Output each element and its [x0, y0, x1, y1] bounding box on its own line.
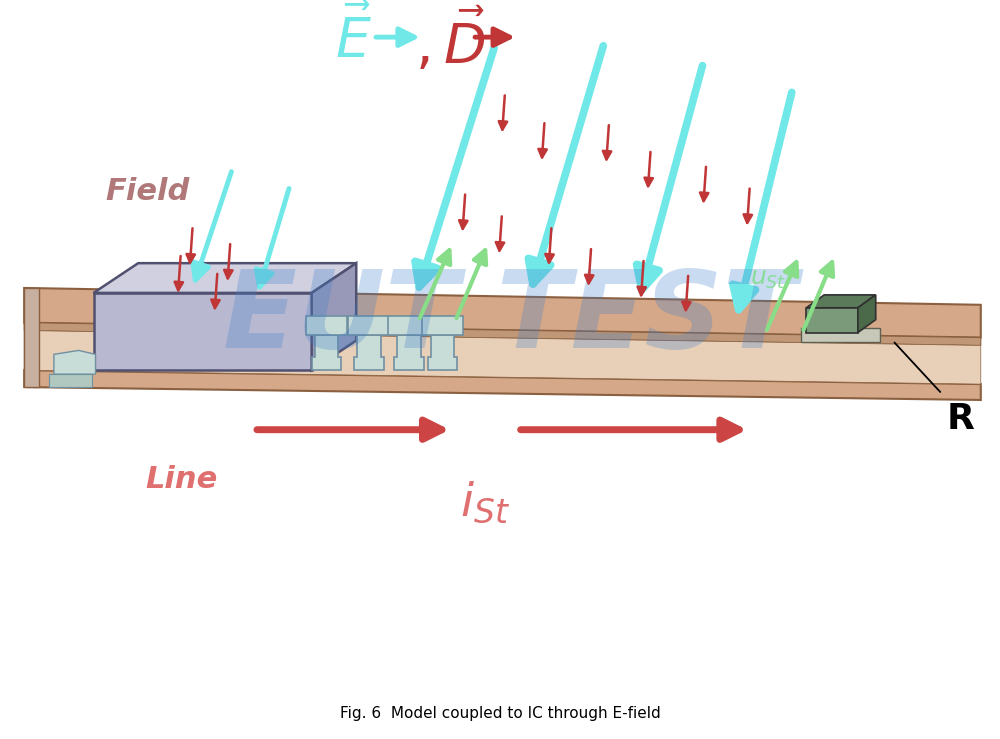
Text: $,\vec{D}$: $,\vec{D}$	[415, 8, 486, 76]
Polygon shape	[54, 350, 96, 374]
Polygon shape	[422, 316, 463, 335]
Polygon shape	[94, 263, 356, 293]
Text: $i_{St}$: $i_{St}$	[460, 480, 510, 526]
Polygon shape	[428, 335, 457, 370]
Polygon shape	[806, 307, 858, 333]
Text: Fig. 6  Model coupled to IC through E-field: Fig. 6 Model coupled to IC through E-fie…	[340, 706, 660, 721]
Polygon shape	[858, 295, 876, 333]
Polygon shape	[312, 335, 341, 370]
Polygon shape	[24, 288, 39, 387]
Polygon shape	[806, 295, 876, 307]
Text: EUT TEST: EUT TEST	[223, 265, 797, 371]
Polygon shape	[348, 316, 390, 335]
Polygon shape	[306, 316, 347, 335]
Polygon shape	[94, 293, 312, 370]
Polygon shape	[49, 374, 92, 387]
Text: Field: Field	[105, 177, 190, 206]
Polygon shape	[354, 335, 384, 370]
Polygon shape	[24, 288, 981, 338]
Text: Line: Line	[145, 465, 217, 494]
Text: $\vec{E}$: $\vec{E}$	[335, 8, 372, 70]
Polygon shape	[312, 263, 356, 370]
Polygon shape	[801, 327, 880, 342]
Text: $u_{St}$: $u_{St}$	[750, 267, 786, 291]
Polygon shape	[394, 335, 424, 370]
Polygon shape	[24, 370, 981, 400]
Polygon shape	[388, 316, 430, 335]
Polygon shape	[24, 330, 981, 384]
Polygon shape	[24, 323, 981, 345]
Text: R: R	[947, 402, 975, 436]
